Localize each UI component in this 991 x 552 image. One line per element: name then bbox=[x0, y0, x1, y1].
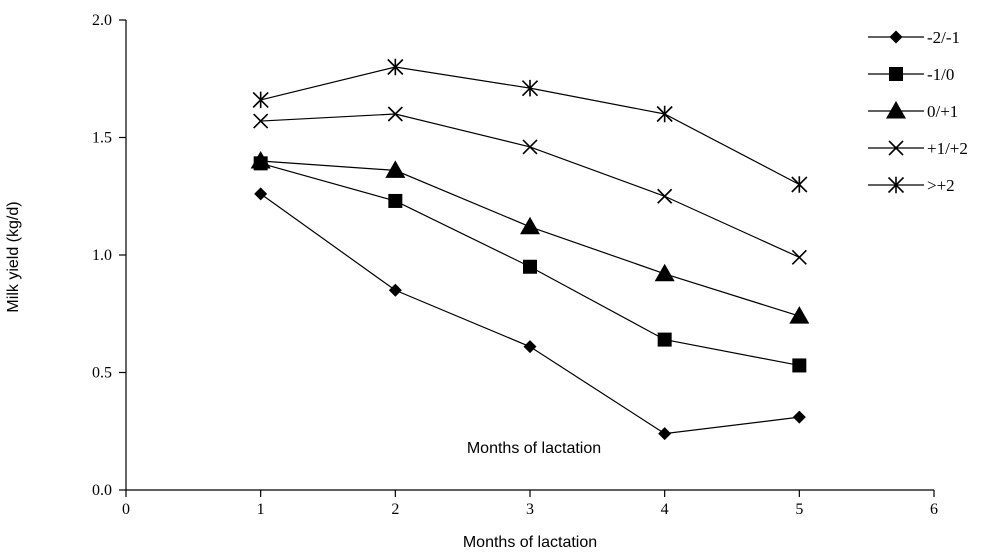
data-point-triangle bbox=[250, 151, 271, 169]
data-point-diamond bbox=[388, 283, 402, 297]
legend-item: -2/-1 bbox=[868, 28, 960, 47]
x-ticks: 0 1 2 3 4 5 6 bbox=[122, 490, 938, 518]
data-point-star bbox=[387, 58, 404, 76]
legend-marker-star bbox=[887, 176, 905, 194]
data-point-star bbox=[656, 105, 673, 123]
x-tick-label: 1 bbox=[257, 501, 265, 518]
x-tick-label: 0 bbox=[122, 501, 130, 518]
legend-marker-x bbox=[888, 140, 904, 156]
data-point-star bbox=[521, 79, 539, 97]
legend-item: >+2 bbox=[868, 176, 955, 195]
series-4 bbox=[253, 106, 807, 265]
data-point-square bbox=[792, 358, 807, 373]
legend-label: 0/+1 bbox=[927, 102, 958, 121]
series-line bbox=[260, 160, 800, 317]
legend-label: -2/-1 bbox=[927, 28, 960, 47]
plot-area bbox=[250, 58, 810, 441]
data-point-star bbox=[252, 91, 269, 109]
data-point-triangle bbox=[789, 306, 810, 324]
data-point-x bbox=[791, 249, 807, 265]
data-point-x bbox=[522, 139, 538, 155]
x-tick-label: 3 bbox=[526, 501, 534, 518]
x-axis-title: Months of lactation bbox=[463, 534, 597, 551]
data-point-x bbox=[657, 188, 673, 204]
x-tick-label: 5 bbox=[795, 501, 803, 518]
y-tick-label: 0.5 bbox=[92, 365, 112, 382]
data-point-diamond bbox=[254, 187, 268, 201]
data-point-triangle bbox=[385, 160, 406, 178]
x-tick-label: 6 bbox=[930, 501, 938, 518]
data-point-square bbox=[388, 193, 403, 208]
series-1 bbox=[254, 187, 806, 441]
data-point-star bbox=[791, 176, 808, 193]
legend-label: -1/0 bbox=[927, 65, 954, 84]
data-point-square bbox=[523, 259, 537, 274]
y-tick-label: 1.0 bbox=[92, 247, 112, 264]
legend: -2/-1 -1/0 0/+1 +1/+2 >+2 bbox=[868, 28, 968, 195]
series-2 bbox=[253, 156, 807, 373]
data-point-x bbox=[387, 106, 403, 122]
data-point-triangle bbox=[520, 216, 540, 235]
data-point-diamond bbox=[792, 410, 806, 424]
legend-label: +1/+2 bbox=[927, 139, 968, 158]
x-tick-label: 4 bbox=[661, 501, 669, 518]
legend-item: 0/+1 bbox=[868, 101, 958, 121]
data-point-triangle bbox=[654, 263, 675, 282]
data-point-diamond bbox=[658, 427, 672, 441]
chart-annotation: Months of lactation bbox=[467, 440, 601, 457]
legend-item: +1/+2 bbox=[868, 139, 968, 158]
series-3 bbox=[250, 151, 810, 324]
series-5 bbox=[252, 58, 808, 193]
data-point-x bbox=[253, 113, 269, 129]
y-ticks: 0.0 0.5 1.0 1.5 2.0 bbox=[92, 12, 126, 499]
data-point-square bbox=[657, 332, 672, 347]
legend-item: -1/0 bbox=[868, 65, 954, 84]
legend-label: >+2 bbox=[927, 176, 955, 195]
y-tick-label: 2.0 bbox=[92, 12, 112, 29]
legend-marker-triangle bbox=[886, 101, 906, 119]
y-tick-label: 1.5 bbox=[92, 130, 112, 147]
y-axis-title: Milk yield (kg/d) bbox=[5, 201, 22, 312]
legend-marker-diamond bbox=[889, 30, 903, 44]
data-point-diamond bbox=[523, 340, 537, 354]
y-tick-label: 0.0 bbox=[92, 482, 112, 499]
legend-marker-square bbox=[889, 67, 903, 81]
x-tick-label: 2 bbox=[391, 501, 399, 518]
